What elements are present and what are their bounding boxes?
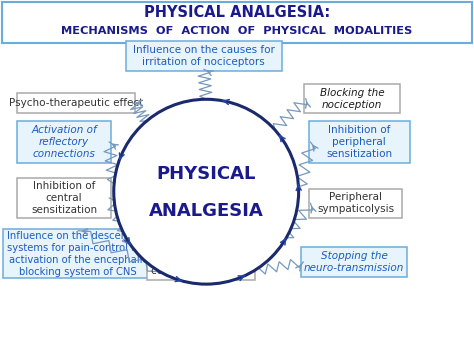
FancyBboxPatch shape — [17, 93, 135, 113]
FancyBboxPatch shape — [309, 121, 410, 163]
Text: ANALGESIA: ANALGESIA — [149, 202, 264, 220]
Text: MECHANISMS  OF  ACTION  OF  PHYSICAL  MODALITIES: MECHANISMS OF ACTION OF PHYSICAL MODALIT… — [61, 26, 413, 36]
FancyBboxPatch shape — [2, 2, 472, 43]
Text: PHYSICAL ANALGESIA:: PHYSICAL ANALGESIA: — [144, 5, 330, 20]
Text: Inhibition of
central
sensitization: Inhibition of central sensitization — [31, 181, 97, 215]
Text: PHYSICAL: PHYSICAL — [156, 165, 256, 183]
FancyBboxPatch shape — [3, 229, 154, 278]
Text: Stopping the
neuro-transmission: Stopping the neuro-transmission — [304, 251, 404, 273]
FancyBboxPatch shape — [147, 251, 255, 280]
FancyBboxPatch shape — [17, 178, 111, 218]
Text: Input the gate-
control mechanism: Input the gate- control mechanism — [151, 255, 252, 276]
Text: Blocking the
nociception: Blocking the nociception — [319, 88, 384, 109]
Text: Psycho-therapeutic effect: Psycho-therapeutic effect — [9, 98, 143, 108]
Ellipse shape — [114, 99, 299, 284]
FancyBboxPatch shape — [17, 121, 111, 163]
FancyBboxPatch shape — [301, 247, 407, 277]
Text: Influence on the descending
systems for pain-control and
activation of the encep: Influence on the descending systems for … — [7, 231, 150, 277]
FancyBboxPatch shape — [309, 189, 402, 218]
FancyBboxPatch shape — [304, 84, 400, 113]
Text: Peripheral
sympaticolysis: Peripheral sympaticolysis — [317, 192, 394, 214]
Text: Inhibition of
peripheral
sensitization: Inhibition of peripheral sensitization — [326, 125, 392, 159]
Text: Activation of
reflectory
connections: Activation of reflectory connections — [31, 125, 97, 159]
FancyBboxPatch shape — [126, 41, 282, 71]
Text: Influence on the causes for
irritation of nociceptors: Influence on the causes for irritation o… — [133, 45, 275, 67]
